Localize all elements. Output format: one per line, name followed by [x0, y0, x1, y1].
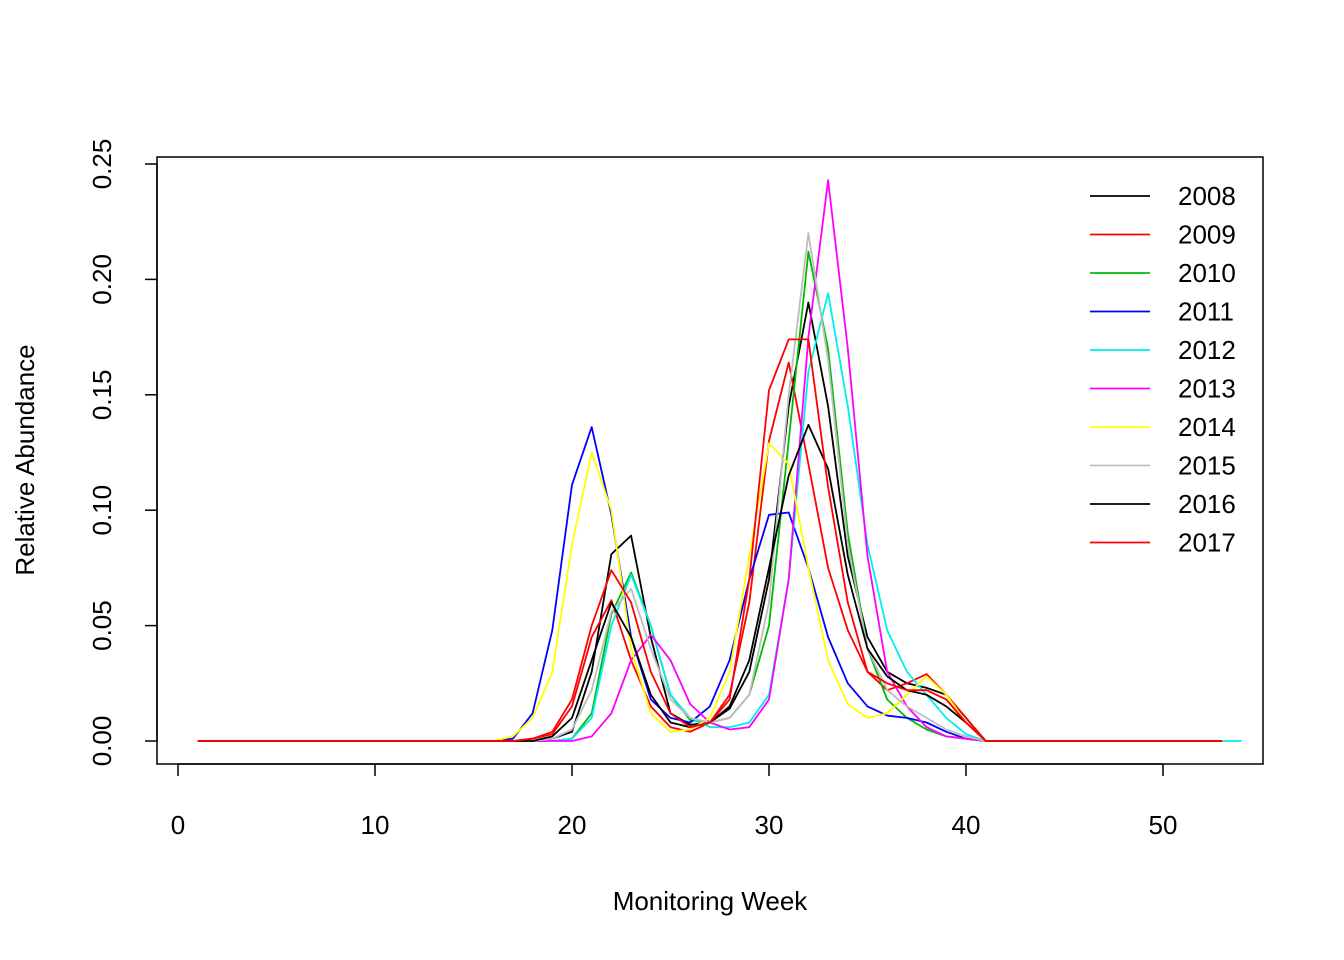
legend-label-2012: 2012 — [1178, 335, 1236, 365]
series-line-2015 — [197, 232, 1223, 742]
series-line-2017 — [197, 338, 1223, 742]
y-tick-label: 0.25 — [87, 139, 117, 190]
legend-label-2014: 2014 — [1178, 412, 1236, 442]
series-line-2016 — [197, 423, 1223, 742]
series-lines — [197, 179, 1242, 742]
legend: 2008 2009 2010 2011 2012 2013 2014 2015 2016 2017 — [1090, 181, 1236, 558]
y-axis-label: Relative Abundance — [10, 344, 40, 575]
series-line-2012 — [197, 292, 1242, 742]
y-tick-label: 0.20 — [87, 254, 117, 305]
y-axis: 0.00 0.05 0.10 0.15 0.20 0.25 — [87, 139, 158, 767]
x-tick-label: 50 — [1149, 810, 1178, 840]
legend-label-2008: 2008 — [1178, 181, 1236, 211]
x-tick-label: 0 — [171, 810, 185, 840]
y-tick-label: 0.10 — [87, 485, 117, 536]
series-line-2011 — [197, 426, 1223, 742]
series-line-2010 — [197, 250, 1223, 742]
series-line-2013 — [197, 179, 1223, 742]
legend-label-2017: 2017 — [1178, 528, 1236, 558]
x-tick-label: 40 — [952, 810, 981, 840]
x-axis: 0 10 20 30 40 50 — [171, 763, 1178, 840]
y-tick-label: 0.05 — [87, 600, 117, 651]
legend-label-2010: 2010 — [1178, 258, 1236, 288]
series-line-2014 — [197, 442, 1223, 742]
legend-label-2013: 2013 — [1178, 374, 1236, 404]
y-tick-label: 0.00 — [87, 716, 117, 767]
plot-frame — [156, 156, 1264, 765]
x-tick-label: 20 — [558, 810, 587, 840]
y-tick-label: 0.15 — [87, 369, 117, 420]
series-line-2009 — [197, 361, 1223, 742]
legend-label-2015: 2015 — [1178, 451, 1236, 481]
x-axis-label: Monitoring Week — [613, 886, 809, 916]
legend-label-2009: 2009 — [1178, 220, 1236, 250]
series-line-2008 — [197, 301, 1223, 742]
legend-label-2016: 2016 — [1178, 489, 1236, 519]
x-tick-label: 10 — [361, 810, 390, 840]
x-tick-label: 30 — [755, 810, 784, 840]
legend-label-2011: 2011 — [1178, 297, 1234, 327]
